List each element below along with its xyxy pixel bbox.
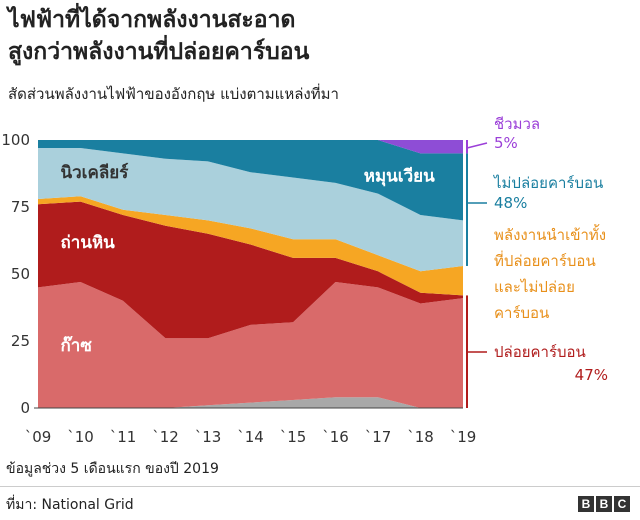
label-nonemit: ไม่ปล่อยคาร์บอน xyxy=(493,174,603,192)
area-series-4 xyxy=(38,148,463,272)
connector-biomass xyxy=(466,142,488,149)
x-tick-label: `13 xyxy=(195,428,222,446)
logo-letter: B xyxy=(596,496,612,512)
x-tick-label: `17 xyxy=(365,428,392,446)
logo-letter: C xyxy=(614,496,630,512)
x-tick-label: `19 xyxy=(450,428,477,446)
x-tick-label: `14 xyxy=(237,428,264,446)
label-biomass: ชีวมวล xyxy=(494,115,540,133)
label-imports-line: และไม่ปล่อย xyxy=(494,278,575,296)
y-tick-label: 0 xyxy=(20,399,30,417)
chart-subtitle: สัดส่วนพลังงานไฟฟ้าของอังกฤษ แบ่งตามแหล่… xyxy=(8,85,339,103)
y-tick-label: 75 xyxy=(11,198,30,216)
area-series-0 xyxy=(38,397,463,408)
x-tick-label: `18 xyxy=(407,428,434,446)
area-label: ก๊าซ xyxy=(61,336,93,356)
bbc-logo: B B C xyxy=(578,496,630,512)
x-tick-label: `12 xyxy=(152,428,179,446)
x-tick-label: `11 xyxy=(110,428,137,446)
x-tick-label: `16 xyxy=(322,428,349,446)
title-line-1: ไฟฟ้าที่ได้จากพลังงานสะอาด xyxy=(8,7,296,33)
label-imports-line: พลังงานนำเข้าทั้ง xyxy=(494,224,606,244)
area-series-6 xyxy=(38,140,463,154)
title-line-2: สูงกว่าพลังงานที่ปล่อยคาร์บอน xyxy=(8,39,310,65)
area-label: ถ่านหิน xyxy=(61,233,116,253)
label-imports-line: ที่ปล่อยคาร์บอน xyxy=(494,250,596,270)
value-emit: 47% xyxy=(575,366,608,384)
area-series-3 xyxy=(38,196,463,296)
y-tick-label: 100 xyxy=(1,131,30,149)
area-series-5 xyxy=(38,140,463,221)
source-note: ที่มา: National Grid xyxy=(6,497,134,513)
x-tick-label: `10 xyxy=(67,428,94,446)
y-tick-label: 50 xyxy=(11,265,30,283)
label-imports-line: คาร์บอน xyxy=(494,304,549,322)
stacked-area-chart: 0 25 50 75 100 `09 `10 `11 `12 `13 `14 `15 `16 `17 `18… xyxy=(1,115,608,446)
x-tick-label: `09 xyxy=(25,428,52,446)
footer-divider xyxy=(0,486,640,487)
logo-letter: B xyxy=(578,496,594,512)
chart-title: ไฟฟ้าที่ได้จากพลังงานสะอาด สูงกว่าพลังงา… xyxy=(8,4,608,68)
y-tick-label: 25 xyxy=(11,332,30,350)
area-label: หมุนเวียน xyxy=(364,166,435,187)
label-emit: ปล่อยคาร์บอน xyxy=(494,343,586,361)
value-nonemit: 48% xyxy=(494,194,527,212)
area-series-2 xyxy=(38,201,463,339)
x-tick-label: `15 xyxy=(280,428,307,446)
area-series-1 xyxy=(38,282,463,408)
area-label: นิวเคลียร์ xyxy=(61,162,130,183)
value-biomass: 5% xyxy=(494,134,518,152)
footnote: ข้อมูลช่วง 5 เดือนแรก ของปี 2019 xyxy=(6,461,219,477)
